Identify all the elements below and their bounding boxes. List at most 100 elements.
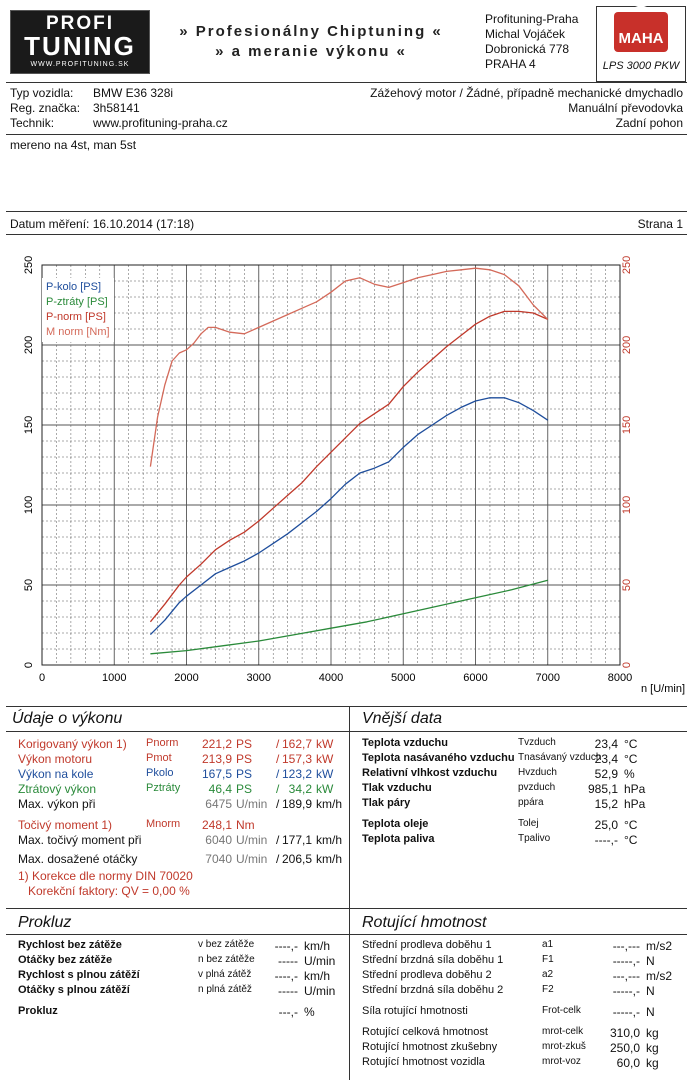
prokluz-label: Prokluz bbox=[18, 1005, 58, 1017]
udaje-row: Max. dosažené otáčky 7040 U/min /206,5 km/h bbox=[18, 852, 348, 867]
udaje-unit2: kW bbox=[316, 767, 334, 781]
reg-value: 3h58141 bbox=[93, 101, 140, 115]
vnejsi-unit: hPa bbox=[624, 782, 646, 796]
column-divider bbox=[349, 706, 350, 1080]
drive-type: Zadní pohon bbox=[615, 116, 683, 130]
prokluz-label: Rychlost bez zátěže bbox=[18, 939, 122, 951]
divider bbox=[6, 934, 687, 935]
rotujici-symbol: a2 bbox=[542, 969, 554, 980]
vnejsi-row: Teplota paliva Tpalivo ----,- °C bbox=[362, 833, 682, 848]
udaje-unit1: PS bbox=[236, 752, 253, 766]
udaje-value2: 177,1 bbox=[281, 833, 312, 847]
x-tick-label: 6000 bbox=[463, 672, 487, 684]
udaje-value2: 123,2 bbox=[281, 767, 312, 781]
type-label: Typ vozidla: bbox=[10, 86, 74, 100]
udaje-label: Max. výkon při bbox=[18, 797, 96, 811]
maha-model: LPS 3000 PKW bbox=[602, 60, 680, 72]
x-axis-label: n [U/min] bbox=[641, 683, 685, 695]
udaje-value2: 189,9 bbox=[281, 797, 312, 811]
vnejsi-row: Teplota oleje Tolej 25,0 °C bbox=[362, 818, 682, 833]
rotujici-label: Střední prodleva doběhu 2 bbox=[362, 969, 492, 981]
rotujici-symbol: F2 bbox=[542, 984, 554, 995]
legend-p-kolo: P-kolo [PS] bbox=[46, 281, 102, 293]
udaje-label: Max. dosažené otáčky bbox=[18, 852, 138, 866]
section-title-vnejsi: Vnější data bbox=[362, 710, 443, 727]
vnejsi-unit: °C bbox=[624, 737, 638, 751]
chart-ticks: 0 1000 2000 3000 4000 5000 6000 7000 80000501001… bbox=[23, 256, 633, 684]
logo-line1: PROFI bbox=[45, 13, 115, 34]
y-tick-label-right: 250 bbox=[621, 256, 633, 274]
rotujici-unit: m/s2 bbox=[646, 969, 673, 983]
vnejsi-value: 15,2 bbox=[594, 797, 618, 811]
udaje-unit2: kW bbox=[316, 737, 334, 751]
vnejsi-label: Teplota vzduchu bbox=[362, 737, 448, 749]
udaje-value1: 221,2 bbox=[201, 737, 232, 751]
udaje-label: Výkon motoru bbox=[18, 752, 93, 766]
series-p-ztraty bbox=[150, 579, 548, 655]
measurement-note: mereno na 4st, man 5st bbox=[10, 138, 137, 152]
reg-label: Reg. značka: bbox=[10, 101, 81, 115]
udaje-unit1: PS bbox=[236, 767, 253, 781]
rotujici-unit: m/s2 bbox=[646, 939, 673, 953]
divider bbox=[6, 908, 687, 909]
y-tick-label-left: 250 bbox=[23, 256, 35, 274]
divider bbox=[6, 82, 687, 83]
vnejsi-value: 23,4 bbox=[594, 737, 618, 751]
rotujici-label: Střední brzdná síla doběhu 1 bbox=[362, 954, 504, 966]
x-tick-label: 8000 bbox=[608, 672, 632, 684]
udaje-value2: 34,2 bbox=[288, 782, 312, 796]
x-tick-label: 4000 bbox=[319, 672, 343, 684]
udaje-row: Výkon motoru Pmot 213,9 PS /157,3 kW bbox=[18, 752, 348, 767]
prokluz-value: ---,- bbox=[278, 1005, 298, 1019]
udaje-unit2: km/h bbox=[316, 852, 343, 866]
logo-url: WWW.PROFITUNING.SK bbox=[30, 61, 130, 68]
y-tick-label-right: 100 bbox=[621, 496, 633, 514]
rotujici-unit: N bbox=[646, 954, 655, 968]
vnejsi-row: Tlak vzduchu pvzduch 985,1 hPa bbox=[362, 782, 682, 797]
prokluz-symbol: v bez zátěže bbox=[198, 939, 255, 950]
udaje-unit1: U/min bbox=[236, 797, 268, 811]
vnejsi-symbol: Tvzduch bbox=[518, 737, 556, 748]
rotujici-value: 60,0 bbox=[616, 1056, 640, 1070]
slogan-line2: » a meranie výkonu « bbox=[215, 43, 407, 60]
prokluz-row: Rychlost s plnou zátěží v plná zátěž ----,… bbox=[18, 969, 348, 984]
udaje-symbol: Pkolo bbox=[146, 767, 174, 779]
vnejsi-unit: °C bbox=[624, 752, 638, 766]
vnejsi-label: Relativní vlhkost vzduchu bbox=[362, 767, 498, 779]
slogan-line1: » Profesionálny Chiptuning « bbox=[179, 23, 443, 40]
udaje-symbol: Pmot bbox=[146, 752, 172, 764]
measurement-date: Datum měření: 16.10.2014 (17:18) bbox=[10, 217, 195, 231]
x-tick-label: 1000 bbox=[102, 672, 126, 684]
correction-factor: Korekční faktory: QV = 0,00 % bbox=[28, 884, 190, 898]
rotujici-value: -----,- bbox=[612, 984, 640, 998]
vnejsi-label: Tlak páry bbox=[362, 797, 411, 809]
vnejsi-value: 52,9 bbox=[594, 767, 618, 781]
rotujici-label: Střední prodleva doběhu 1 bbox=[362, 939, 492, 951]
vnejsi-label: Teplota paliva bbox=[362, 833, 435, 845]
udaje-row: Točivý moment 1) Mnorm 248,1 Nm bbox=[18, 818, 348, 833]
udaje-value2: 162,7 bbox=[281, 737, 312, 751]
rotujici-row: Síla rotující hmotnosti Frot-celk -----,- N bbox=[362, 1005, 682, 1020]
rotujici-label: Střední brzdná síla doběhu 2 bbox=[362, 984, 504, 996]
udaje-unit1: U/min bbox=[236, 852, 268, 866]
udaje-unit1: U/min bbox=[236, 833, 268, 847]
udaje-sep: / bbox=[276, 737, 280, 751]
rotujici-symbol: mrot-celk bbox=[542, 1026, 584, 1037]
vnejsi-row: Teplota vzduchu Tvzduch 23,4 °C bbox=[362, 737, 682, 752]
gear-icon: ✹ bbox=[635, 0, 647, 14]
udaje-unit1: PS bbox=[236, 737, 253, 751]
udaje-row: Max. výkon při 6475 U/min /189,9 km/h bbox=[18, 797, 348, 812]
vnejsi-value: 23,4 bbox=[594, 752, 618, 766]
prokluz-symbol: n plná zátěž bbox=[198, 984, 252, 995]
prokluz-value: ----- bbox=[278, 954, 298, 968]
udaje-value2: 206,5 bbox=[281, 852, 312, 866]
legend-p-ztraty: P-ztráty [PS] bbox=[46, 296, 108, 308]
rotujici-symbol: a1 bbox=[542, 939, 554, 950]
y-tick-label-left: 200 bbox=[23, 336, 35, 354]
udaje-sep: / bbox=[276, 833, 280, 847]
udaje-unit2: km/h bbox=[316, 833, 343, 847]
rotujici-row: Rotující hmotnost zkušebny mrot-zkuš 250,0… bbox=[362, 1041, 682, 1056]
rotujici-value: -----,- bbox=[612, 954, 640, 968]
type-value: BMW E36 328i bbox=[93, 86, 174, 100]
udaje-row: Korigovaný výkon 1) Pnorm 221,2 PS /162,7 kW bbox=[18, 737, 348, 752]
